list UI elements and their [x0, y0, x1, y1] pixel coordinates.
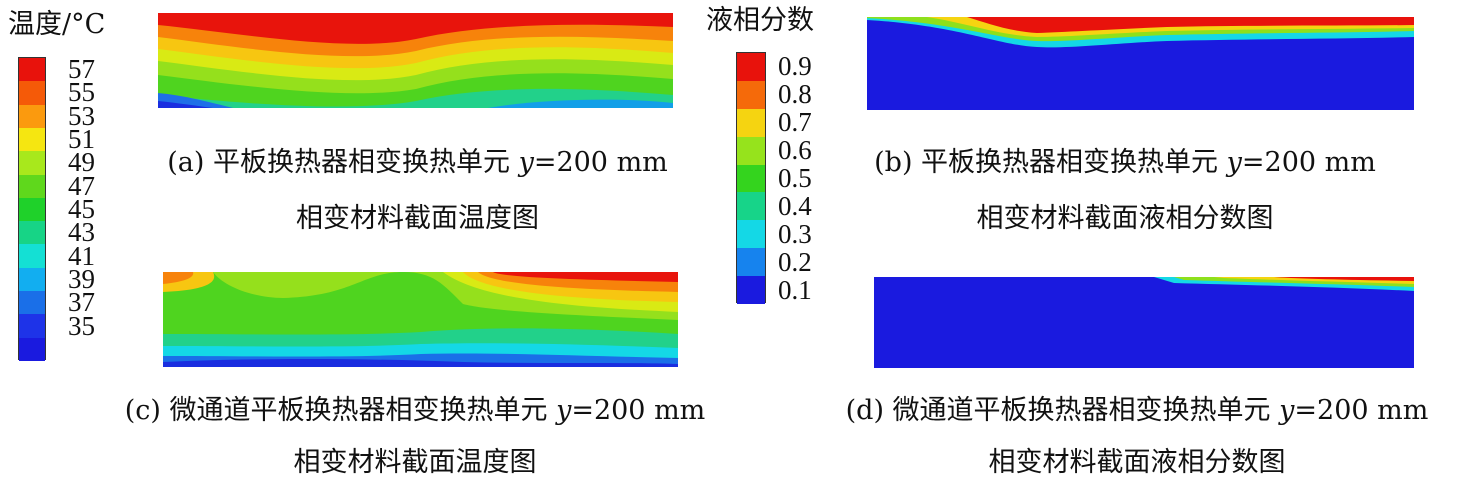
fraction-tick-label: 0.9: [778, 51, 812, 82]
temperature-colorbar: [18, 57, 46, 362]
temperature-color-swatch: [19, 314, 45, 339]
caption-d: (d) 微通道平板换热器相变换热单元 y=200 mm 相变材料截面液相分数图: [845, 395, 1429, 478]
temperature-color-swatch: [19, 197, 45, 222]
temperature-color-swatch: [19, 244, 45, 269]
panel-c-temperature-field: [163, 272, 678, 367]
temperature-color-swatch: [19, 81, 45, 106]
temperature-color-swatch: [19, 104, 45, 129]
temperature-tick-label: 43: [68, 217, 95, 248]
temperature-color-swatch: [19, 127, 45, 152]
caption-a: (a) 平板换热器相变换热单元 y=200 mm 相变材料截面温度图: [167, 147, 668, 234]
temperature-color-swatch: [19, 337, 45, 362]
fraction-color-swatch: [737, 108, 765, 138]
fraction-color-swatch: [737, 53, 765, 82]
fraction-color-swatch: [737, 276, 765, 305]
fraction-tick-label: 0.4: [778, 190, 812, 221]
fraction-color-swatch: [737, 248, 765, 277]
temperature-tick-label: 35: [68, 310, 95, 341]
fraction-tick-label: 0.6: [778, 135, 812, 166]
temperature-legend-title: 温度/°C: [8, 9, 106, 40]
panel-d-liquid-fraction: [874, 277, 1414, 368]
caption-c: (c) 微通道平板换热器相变换热单元 y=200 mm 相变材料截面温度图: [124, 395, 706, 478]
temperature-tick-label: 49: [68, 147, 95, 178]
panel-b-liquid-fraction: [867, 17, 1414, 110]
fraction-tick-label: 0.8: [778, 79, 812, 110]
fraction-color-swatch: [737, 164, 765, 193]
fraction-tick-label: 0.3: [778, 218, 812, 249]
temperature-color-swatch: [19, 151, 45, 176]
temperature-tick-label: 55: [68, 77, 95, 108]
temperature-tick-label: 41: [68, 240, 95, 271]
temperature-tick-label: 37: [68, 287, 95, 318]
temperature-tick-label: 39: [68, 263, 95, 294]
fraction-color-swatch: [737, 136, 765, 166]
temperature-tick-label: 47: [68, 170, 95, 201]
fraction-tick-label: 0.5: [778, 163, 812, 193]
caption-b: (b) 平板换热器相变换热单元 y=200 mm 相变材料截面液相分数图: [874, 147, 1376, 234]
temperature-color-swatch: [19, 174, 45, 199]
temperature-tick-label: 51: [68, 124, 95, 155]
temperature-color-swatch: [19, 221, 45, 245]
fraction-color-swatch: [737, 80, 765, 110]
fraction-colorbar: [736, 52, 766, 305]
temperature-tick-label: 57: [68, 54, 95, 85]
panel-a-temperature-field: [158, 13, 673, 108]
fraction-color-swatch: [737, 192, 765, 221]
temperature-color-swatch: [19, 58, 45, 82]
fraction-tick-label: 0.2: [778, 246, 812, 277]
temperature-color-swatch: [19, 291, 45, 315]
fraction-tick-label: 0.7: [778, 107, 812, 138]
fraction-color-swatch: [737, 220, 765, 249]
fraction-legend-title: 液相分数: [706, 5, 814, 36]
temperature-tick-label: 53: [68, 100, 95, 131]
temperature-color-swatch: [19, 267, 45, 292]
fraction-tick-label: 0.1: [778, 274, 812, 305]
temperature-tick-label: 45: [68, 194, 95, 224]
